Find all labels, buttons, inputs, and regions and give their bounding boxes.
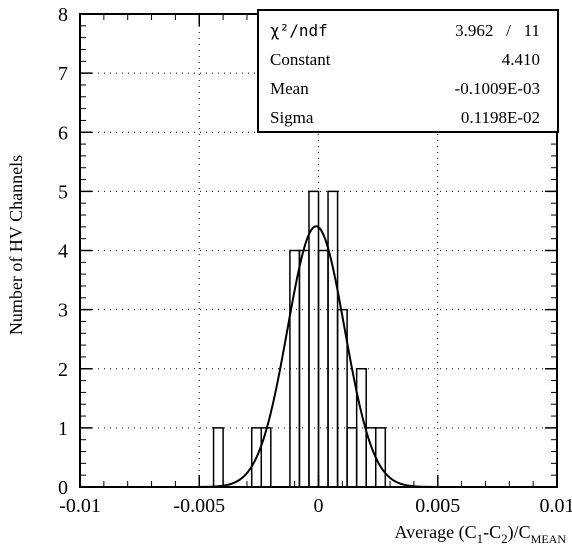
y-axis-title: Number of HV Channels [6, 155, 26, 335]
y-tick-label: 3 [58, 300, 68, 322]
y-tick-label: 4 [58, 241, 68, 263]
stat-label-chi2: χ²/ndf [270, 21, 328, 40]
y-tick-label: 5 [58, 181, 68, 203]
x-title-tail: )/C [508, 522, 531, 543]
stat-value-sigma: 0.1198E-02 [461, 108, 540, 127]
x-title-prefix: Average (C [395, 522, 477, 543]
stat-value-chi2: 3.962 / 11 [455, 21, 540, 40]
x-tick-label: -0.01 [59, 495, 101, 517]
histogram-bar [346, 427, 358, 488]
x-tick-label: 0.01 [540, 495, 572, 517]
histogram-bar [212, 427, 224, 488]
x-title-sub-2: 2 [501, 531, 508, 546]
y-tick-label: 2 [58, 359, 68, 381]
x-axis-title: Average (C1-C2)/CMEAN [395, 522, 567, 546]
histogram-bar [298, 249, 310, 488]
y-tick-label: 8 [58, 4, 68, 26]
histogram-bars [212, 190, 387, 488]
x-title-mid: -C [483, 522, 501, 542]
x-title-sub-3: MEAN [531, 532, 567, 546]
y-tick-label: 7 [58, 63, 68, 85]
x-tick-label: -0.005 [173, 495, 225, 517]
stat-label-mean: Mean [270, 79, 309, 98]
stat-value-mean: -0.1009E-03 [455, 79, 540, 98]
tick-labels: 0 1 2 3 4 5 6 7 8 -0.01 -0.005 0 0.005 0.01 [58, 4, 572, 517]
fit-stats-box: χ²/ndf 3.962 / 11 Constant 4.410 Mean -0… [257, 9, 559, 133]
stats-box-frame [257, 9, 559, 133]
x-tick-label: 0 [314, 495, 324, 517]
stat-label-constant: Constant [270, 50, 331, 69]
histogram-bar [308, 190, 320, 488]
histogram-bar [374, 427, 387, 488]
x-tick-label: 0.005 [415, 495, 460, 517]
y-tick-label: 6 [58, 122, 68, 144]
stat-value-constant: 4.410 [502, 50, 540, 69]
histogram-bar [327, 190, 339, 488]
y-tick-label: 1 [58, 418, 68, 440]
stat-label-sigma: Sigma [270, 108, 314, 127]
x-title-sub-1: 1 [477, 531, 484, 546]
histogram-bar [260, 427, 272, 488]
y-tick-label: 0 [58, 477, 68, 499]
